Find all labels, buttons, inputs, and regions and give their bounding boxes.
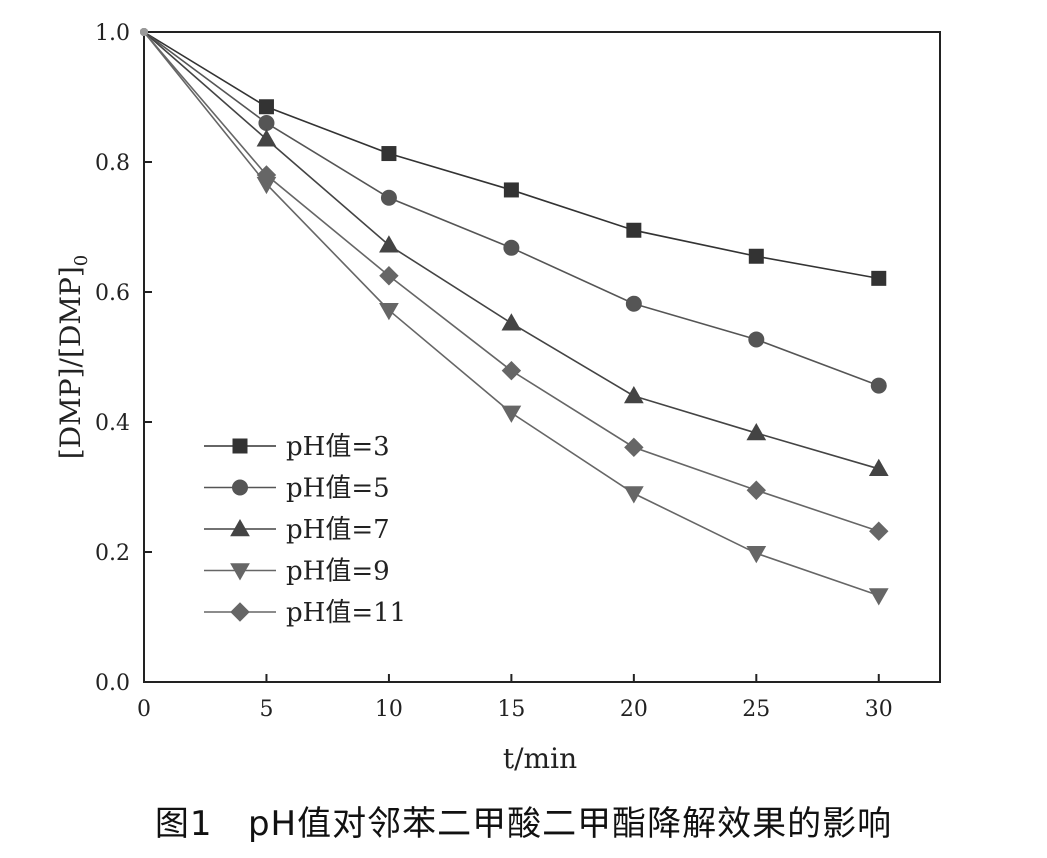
data-point (258, 115, 275, 131)
x-tick-label: 25 (742, 697, 770, 722)
data-point (871, 270, 887, 286)
data-point (503, 182, 519, 198)
data-point (870, 377, 887, 394)
y-tick-label: 0.6 (95, 281, 130, 306)
data-point (256, 129, 277, 147)
x-tick-label: 30 (865, 697, 893, 722)
data-point (746, 546, 767, 564)
plot-frame (143, 31, 941, 683)
series-2 (140, 28, 887, 394)
y-axis: 0.0 0.2 0.4 0.6 0.8 1.0 (95, 21, 152, 696)
legend-marker (232, 479, 248, 496)
legend-marker (230, 602, 250, 622)
data-point (869, 521, 889, 541)
data-point (746, 480, 767, 500)
series-5 (140, 28, 889, 541)
data-point (623, 385, 644, 404)
figure-caption: 图1 pH值对邻苯二甲酸二甲酯降解效果的影响 (0, 796, 1047, 845)
series-layer (140, 28, 889, 606)
data-point (624, 437, 644, 458)
data-point (379, 266, 399, 286)
data-point-origin (140, 28, 148, 36)
legend-item: pH值=11 (204, 598, 406, 628)
data-point (501, 360, 522, 381)
data-point (748, 248, 764, 264)
legend-label: pH值=7 (286, 515, 390, 545)
legend-label: pH值=3 (286, 432, 390, 462)
data-point (258, 99, 274, 115)
y-tick-label: 0.4 (95, 411, 130, 436)
x-axis: 0 5 10 15 20 25 30 (137, 674, 893, 722)
x-axis-title: t/min (503, 742, 577, 775)
y-tick-label: 0.0 (95, 671, 130, 696)
legend-label: pH值=9 (286, 557, 390, 587)
x-tick-label: 15 (497, 697, 525, 722)
data-point (501, 313, 522, 331)
data-point (256, 165, 277, 185)
y-tick-label: 0.2 (95, 541, 130, 566)
data-point (746, 423, 767, 441)
legend-marker (230, 518, 250, 537)
legend: pH值=3 pH值=5 pH值=7 pH值=9 pH值=11 (204, 432, 406, 628)
figure-number: 图1 (154, 804, 213, 844)
y-axis-title: [DMP]/[DMP]0 (54, 255, 92, 460)
y-tick-label: 1.0 (95, 21, 130, 46)
x-tick-label: 20 (620, 697, 648, 722)
series-4 (140, 28, 889, 606)
legend-item: pH值=3 (204, 432, 390, 462)
series-line (143, 31, 880, 387)
y-tick-label: 0.8 (95, 151, 130, 176)
x-tick-label: 5 (259, 697, 273, 722)
series-line (143, 31, 880, 532)
data-point (868, 458, 889, 477)
data-point (503, 239, 520, 256)
y-axis-title-main: [DMP]/[DMP] (54, 266, 87, 459)
figure-caption-text: pH值对邻苯二甲酸二甲酯降解效果的影响 (247, 804, 893, 844)
data-point (626, 222, 642, 238)
data-point (381, 146, 397, 162)
legend-item: pH值=9 (204, 557, 390, 587)
y-axis-title-group: [DMP]/[DMP]0 (54, 255, 92, 460)
data-point (748, 331, 765, 348)
data-point (380, 189, 397, 206)
data-point (379, 235, 399, 253)
data-point (868, 588, 889, 606)
data-point (501, 405, 522, 423)
legend-label: pH值=5 (286, 474, 390, 504)
data-point (625, 295, 642, 312)
legend-marker (230, 563, 250, 581)
legend-label: pH值=11 (286, 598, 406, 628)
x-tick-label: 0 (137, 697, 151, 722)
data-point (623, 486, 644, 504)
data-point (379, 302, 399, 321)
legend-item: pH值=5 (204, 474, 390, 504)
series-1 (140, 28, 887, 286)
legend-item: pH值=7 (204, 515, 390, 545)
legend-marker (232, 438, 248, 454)
y-axis-title-subscript: 0 (71, 255, 92, 266)
x-tick-label: 10 (375, 697, 403, 722)
